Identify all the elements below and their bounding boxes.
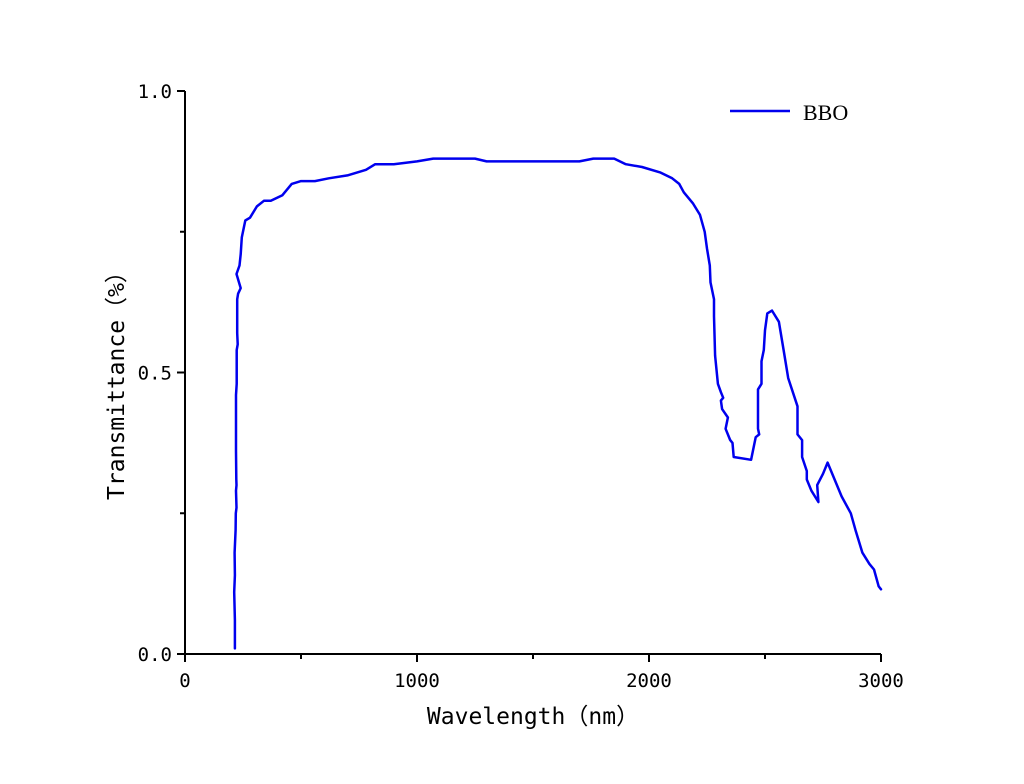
y-tick-label: 1.0 xyxy=(138,81,172,103)
x-axis-title: Wavelength（nm） xyxy=(427,704,639,730)
y-tick-label: 0.0 xyxy=(138,644,172,666)
series-layer xyxy=(232,157,883,650)
x-tick-label: 3000 xyxy=(858,670,904,692)
y-axis-title: Transmittance（%） xyxy=(104,260,130,500)
ticks xyxy=(177,90,882,662)
x-tick-label: 1000 xyxy=(394,670,440,692)
legend: BBO xyxy=(730,100,848,125)
x-tick-label: 2000 xyxy=(626,670,672,692)
series-line-bbo xyxy=(232,157,883,650)
x-tick-label: 0 xyxy=(179,670,190,692)
tick-labels: 0 1000 2000 3000 0.0 0.5 1.0 xyxy=(138,81,904,692)
legend-label-bbo: BBO xyxy=(803,100,848,125)
y-tick-label: 0.5 xyxy=(138,363,172,385)
